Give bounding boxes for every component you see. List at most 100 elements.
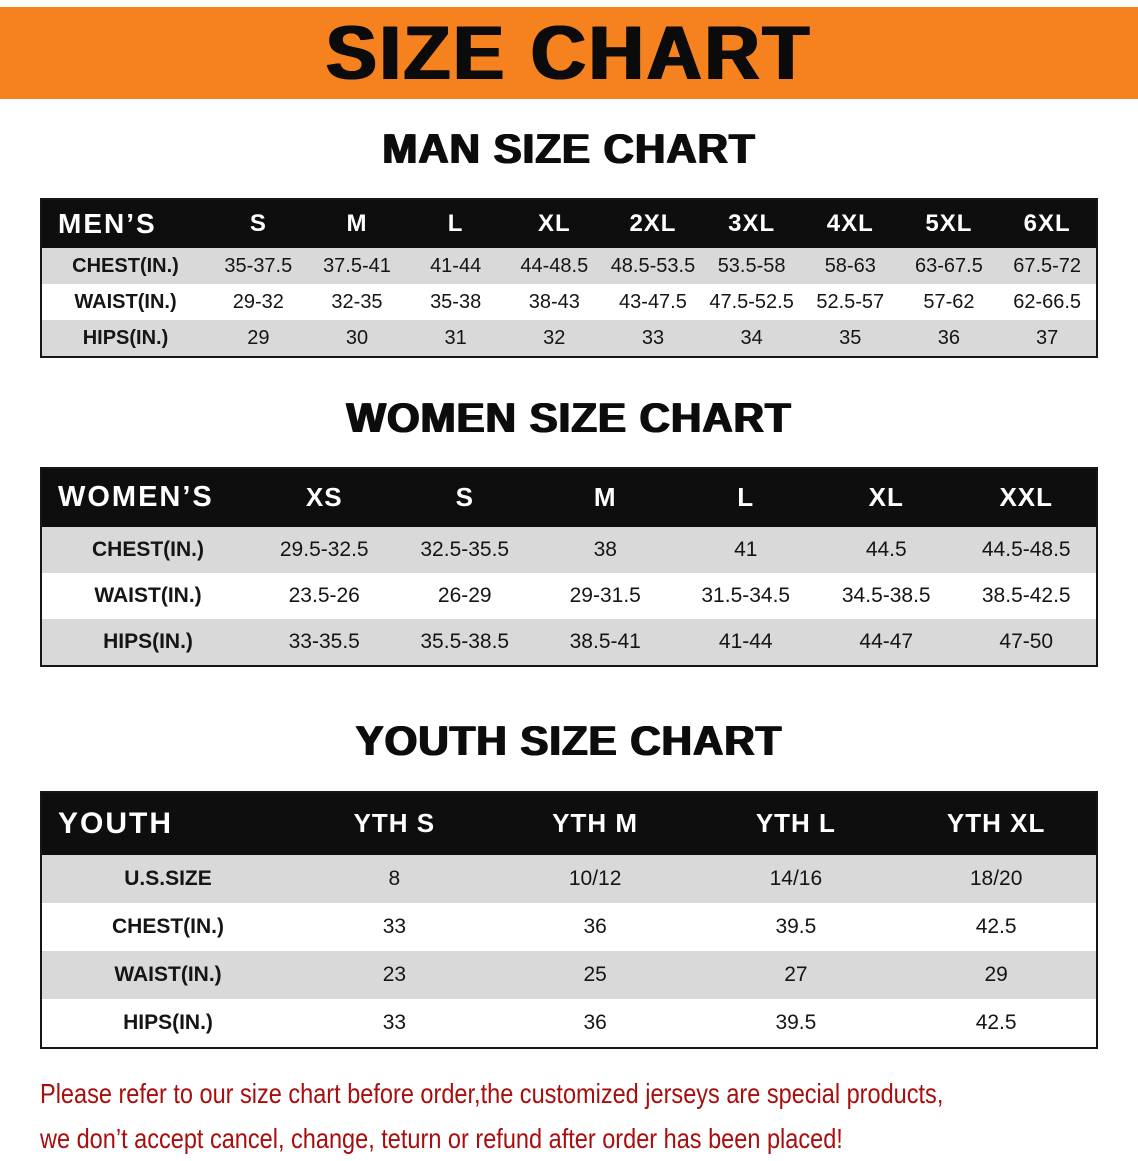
size-column-header: YTH M xyxy=(494,791,696,855)
row-label-cell: CHEST(IN.) xyxy=(112,914,224,938)
size-value-cell: 44.5-48.5 xyxy=(981,537,1071,561)
size-column-header: XS xyxy=(254,467,395,527)
size-value-cell: 29.5-32.5 xyxy=(279,537,369,561)
youth-size-chart-heading: YOUTH SIZE CHART xyxy=(355,716,783,764)
size-column-header: M xyxy=(535,467,676,527)
size-value-cell: 27 xyxy=(784,962,808,986)
size-value-cell: 48.5-53.5 xyxy=(610,254,696,277)
size-value-cell: 36 xyxy=(583,914,607,938)
size-value-cell: 35-38 xyxy=(430,290,482,313)
men-size-table: MEN’S S M L XL 2XL 3XL 4XL 5XL 6XL CHEST(IN.) 35-37… xyxy=(40,198,1098,359)
size-value-cell: 37.5-41 xyxy=(323,254,391,277)
size-value-cell: 18/20 xyxy=(969,866,1023,890)
table-row: HIPS(IN.) 33-35.5 35.5-38.5 38.5-41 41-44 44-… xyxy=(41,618,1097,666)
youth-size-table: YOUTH YTH S YTH M YTH L YTH XL U.S.SIZE 8 10/12… xyxy=(40,790,1098,1049)
size-value-cell: 39.5 xyxy=(775,1010,817,1034)
table-row: CHEST(IN.) 29.5-32.5 32.5-35.5 38 41 44.5 44.5… xyxy=(41,526,1097,573)
size-value-cell: 62-66.5 xyxy=(1013,290,1082,313)
size-column-header: 3XL xyxy=(702,199,801,249)
size-value-cell: 29 xyxy=(984,962,1008,986)
size-value-cell: 23.5-26 xyxy=(288,583,360,607)
row-label-cell: WAIST(IN.) xyxy=(94,583,202,607)
size-value-cell: 44-48.5 xyxy=(520,254,589,277)
women-size-table: WOMEN’S XS S M L XL XXL CHEST(IN.) 29.5-32.5 32.5… xyxy=(40,466,1098,667)
size-column-header: 2XL xyxy=(603,199,703,249)
table-title-cell: WOMEN’S xyxy=(41,467,254,527)
disclaimer-line-1: Please refer to our size chart before or… xyxy=(40,1077,944,1109)
size-value-cell: 35 xyxy=(839,326,862,349)
size-value-cell: 29 xyxy=(247,326,270,349)
size-value-cell: 10/12 xyxy=(568,866,622,890)
size-value-cell: 8 xyxy=(388,866,401,890)
size-column-header: 6XL xyxy=(998,199,1097,249)
size-value-cell: 31 xyxy=(444,326,467,349)
size-value-cell: 42.5 xyxy=(975,914,1017,938)
row-label-cell: HIPS(IN.) xyxy=(103,629,193,653)
size-value-cell: 23 xyxy=(382,962,407,986)
size-value-cell: 32.5-35.5 xyxy=(420,537,510,561)
size-value-cell: 53.5-58 xyxy=(717,254,786,277)
table-title-cell: YOUTH xyxy=(41,791,294,855)
row-label-cell: U.S.SIZE xyxy=(124,866,212,890)
size-value-cell: 33 xyxy=(382,1010,407,1034)
disclaimer-line-2: we don’t accept cancel, change, teturn o… xyxy=(40,1122,843,1154)
header-row: MEN’S S M L XL 2XL 3XL 4XL 5XL 6XL xyxy=(41,199,1097,249)
size-value-cell: 41 xyxy=(734,537,758,561)
size-column-header: L xyxy=(406,199,505,249)
men-size-chart-heading: MAN SIZE CHART xyxy=(382,125,756,172)
table-row: WAIST(IN.) 29-32 32-35 35-38 38-43 43-47.5 47.… xyxy=(41,284,1097,320)
size-column-header: YTH XL xyxy=(896,791,1097,855)
table-title-cell: MEN’S xyxy=(41,199,209,249)
size-value-cell: 38 xyxy=(593,537,617,561)
size-column-header: M xyxy=(307,199,407,249)
size-value-cell: 33 xyxy=(641,326,665,349)
row-label-cell: WAIST(IN.) xyxy=(74,290,177,313)
size-value-cell: 32 xyxy=(543,326,566,349)
size-column-header: 5XL xyxy=(899,199,999,249)
size-value-cell: 31.5-34.5 xyxy=(701,583,791,607)
size-column-header: 4XL xyxy=(800,199,900,249)
row-label-cell: CHEST(IN.) xyxy=(72,254,179,277)
size-column-header: XL xyxy=(816,467,957,527)
size-value-cell: 32-35 xyxy=(331,290,383,313)
size-column-header: YTH S xyxy=(294,791,495,855)
size-value-cell: 36 xyxy=(937,326,961,349)
size-value-cell: 35.5-38.5 xyxy=(420,629,510,653)
disclaimer: Please refer to our size chart before or… xyxy=(40,1071,1138,1161)
size-value-cell: 26-29 xyxy=(437,583,492,607)
size-value-cell: 33-35.5 xyxy=(288,629,360,653)
size-value-cell: 41-44 xyxy=(430,254,482,277)
size-column-header: S xyxy=(209,199,308,249)
size-value-cell: 47.5-52.5 xyxy=(709,290,794,313)
size-column-header: S xyxy=(394,467,535,527)
size-value-cell: 58-63 xyxy=(824,254,876,277)
table-row: WAIST(IN.) 23.5-26 26-29 29-31.5 31.5-34.5 34… xyxy=(41,573,1097,619)
row-label-cell: WAIST(IN.) xyxy=(114,962,222,986)
size-value-cell: 29-31.5 xyxy=(569,583,641,607)
row-label-cell: HIPS(IN.) xyxy=(82,326,169,349)
size-value-cell: 38-43 xyxy=(528,290,580,313)
women-size-chart-heading: WOMEN SIZE CHART xyxy=(346,394,792,442)
row-label-cell: CHEST(IN.) xyxy=(92,537,204,561)
size-value-cell: 34 xyxy=(740,326,763,349)
header-row: WOMEN’S XS S M L XL XXL xyxy=(41,467,1097,527)
size-column-header: XXL xyxy=(956,467,1097,527)
size-value-cell: 29-32 xyxy=(232,290,284,313)
size-value-cell: 42.5 xyxy=(975,1010,1017,1034)
table-row: CHEST(IN.) 33 36 39.5 42.5 xyxy=(41,903,1097,951)
size-value-cell: 57-62 xyxy=(923,290,975,313)
size-column-header: L xyxy=(675,467,816,527)
table-row: CHEST(IN.) 35-37.5 37.5-41 41-44 44-48.5 48.5… xyxy=(41,248,1097,285)
table-row: WAIST(IN.) 23 25 27 29 xyxy=(41,950,1097,999)
table-row: HIPS(IN.) 29 30 31 32 33 34 35 36 37 xyxy=(41,320,1097,358)
size-value-cell: 67.5-72 xyxy=(1013,254,1082,277)
size-column-header: YTH L xyxy=(695,791,897,855)
size-value-cell: 30 xyxy=(345,326,369,349)
size-value-cell: 63-67.5 xyxy=(915,254,983,277)
size-value-cell: 43-47.5 xyxy=(619,290,687,313)
size-value-cell: 44.5 xyxy=(865,537,907,561)
table-row: U.S.SIZE 8 10/12 14/16 18/20 xyxy=(41,854,1097,903)
row-label-cell: HIPS(IN.) xyxy=(123,1010,213,1034)
table-row: HIPS(IN.) 33 36 39.5 42.5 xyxy=(41,999,1097,1048)
size-value-cell: 44-47 xyxy=(859,629,914,653)
